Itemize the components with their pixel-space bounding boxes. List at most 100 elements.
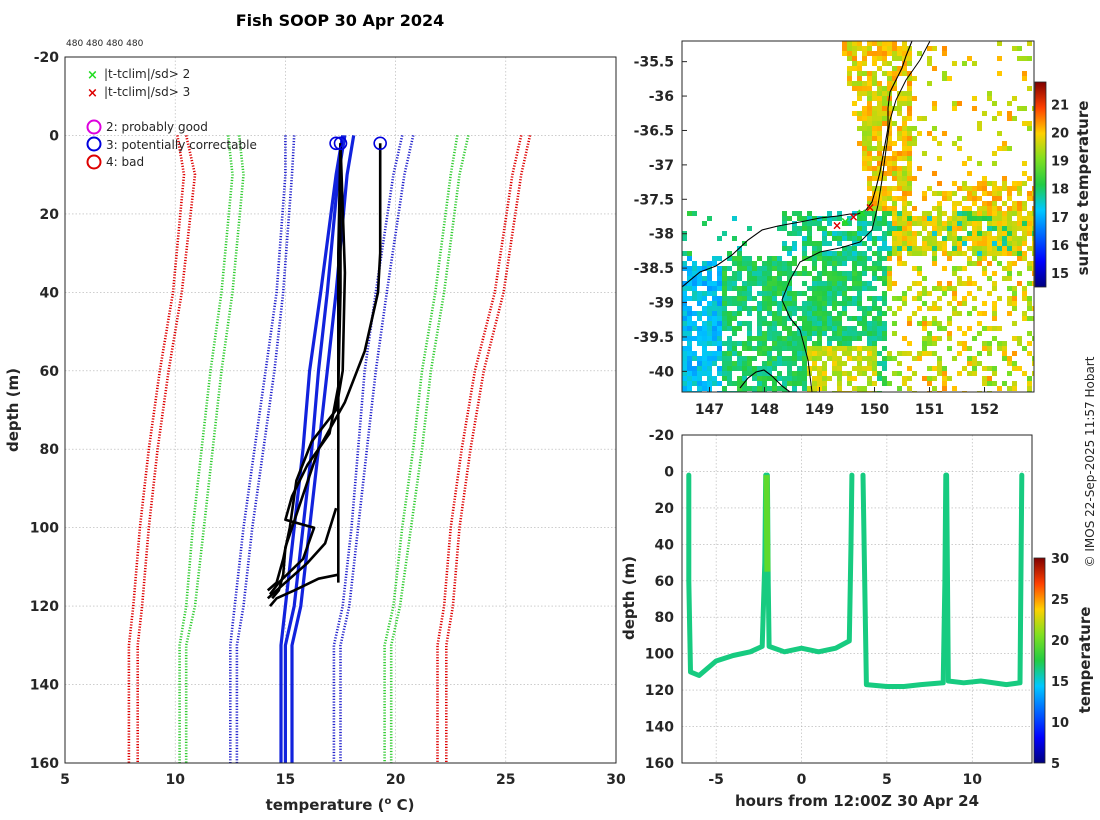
map-sst-cell (1032, 206, 1034, 211)
map-sst-cell (817, 241, 822, 246)
map-sst-cell (892, 241, 897, 246)
map-sst-cell (987, 236, 992, 241)
map-sst-cell (772, 361, 777, 366)
profile-series-line (389, 135, 470, 763)
map-sst-cell (737, 376, 742, 381)
map-sst-cell (902, 131, 907, 136)
map-sst-cell (1017, 186, 1022, 191)
map-sst-cell (832, 236, 837, 241)
map-sst-cell (887, 281, 892, 286)
map-sst-cell (682, 311, 687, 316)
map-sst-cell (897, 136, 902, 141)
map-sst-cell (867, 321, 872, 326)
map-sst-cell (927, 231, 932, 236)
map-sst-cell (987, 191, 992, 196)
map-sst-cell (687, 296, 692, 301)
map-sst-cell (947, 316, 952, 321)
map-sst-cell (1032, 281, 1034, 286)
map-sst-cell (932, 366, 937, 371)
map-sst-cell (927, 241, 932, 246)
map-sst-cell (967, 156, 972, 161)
map-sst-cell (847, 301, 852, 306)
map-sst-cell (742, 286, 747, 291)
map-sst-cell (997, 131, 1002, 136)
map-sst-cell (702, 276, 707, 281)
map-sst-cell (1007, 371, 1012, 376)
map-sst-cell (1012, 211, 1017, 216)
map-sst-cell (777, 356, 782, 361)
map-sst-cell (837, 316, 842, 321)
map-sst-cell (867, 206, 872, 211)
map-sst-cell (1012, 336, 1017, 341)
map-sst-cell (852, 41, 857, 46)
map-sst-cell (902, 201, 907, 206)
map-sst-cell (842, 281, 847, 286)
map-sst-cell (867, 81, 872, 86)
map-sst-cell (877, 151, 882, 156)
map-sst-cell (867, 41, 872, 46)
map-sst-cell (867, 146, 872, 151)
map-sst-cell (747, 341, 752, 346)
map-sst-cell (747, 286, 752, 291)
map-sst-cell (852, 326, 857, 331)
map-sst-cell (757, 381, 762, 386)
map-sst-cell (1007, 356, 1012, 361)
map-sst-cell (987, 376, 992, 381)
map-sst-cell (1017, 181, 1022, 186)
map-sst-cell (712, 286, 717, 291)
map-sst-cell (862, 316, 867, 321)
ts-colorbar-tick-label: 20 (1051, 634, 1069, 649)
map-sst-cell (982, 251, 987, 256)
map-sst-cell (857, 286, 862, 291)
map-sst-cell (722, 291, 727, 296)
map-sst-cell (817, 246, 822, 251)
map-sst-cell (917, 281, 922, 286)
map-sst-cell (892, 186, 897, 191)
map-sst-cell (772, 311, 777, 316)
map-sst-cell (897, 166, 902, 171)
map-sst-cell (862, 346, 867, 351)
map-sst-cell (692, 351, 697, 356)
map-sst-cell (692, 286, 697, 291)
map-sst-cell (692, 311, 697, 316)
map-sst-cell (872, 336, 877, 341)
map-sst-cell (707, 376, 712, 381)
map-sst-cell (867, 281, 872, 286)
legend-label-sd2: |t-tclim|/sd> 2 (104, 67, 190, 81)
map-sst-cell (1007, 296, 1012, 301)
map-sst-cell (907, 161, 912, 166)
map-sst-cell (912, 356, 917, 361)
map-sst-cell (997, 211, 1002, 216)
map-sst-cell (687, 316, 692, 321)
map-sst-cell (812, 381, 817, 386)
map-sst-cell (777, 281, 782, 286)
map-sst-cell (772, 266, 777, 271)
map-sst-cell (1007, 266, 1012, 271)
map-sst-cell (747, 326, 752, 331)
map-sst-cell (897, 96, 902, 101)
map-sst-cell (962, 251, 967, 256)
map-sst-cell (847, 51, 852, 56)
map-sst-cell (1012, 226, 1017, 231)
map-sst-cell (867, 211, 872, 216)
map-sst-cell (777, 291, 782, 296)
map-sst-cell (877, 186, 882, 191)
map-sst-cell (972, 371, 977, 376)
map-sst-cell (932, 106, 937, 111)
map-sst-cell (1002, 236, 1007, 241)
map-sst-cell (852, 61, 857, 66)
map-sst-cell (1007, 101, 1012, 106)
map-sst-cell (807, 321, 812, 326)
map-sst-cell (742, 376, 747, 381)
map-sst-cell (682, 306, 687, 311)
map-sst-cell (727, 266, 732, 271)
map-sst-cell (832, 321, 837, 326)
map-sst-cell (982, 176, 987, 181)
map-sst-cell (727, 311, 732, 316)
map-sst-cell (902, 226, 907, 231)
map-sst-cell (827, 346, 832, 351)
map-sst-cell (997, 221, 1002, 226)
map-sst-cell (682, 261, 687, 266)
map-sst-cell (832, 291, 837, 296)
map-sst-cell (797, 231, 802, 236)
